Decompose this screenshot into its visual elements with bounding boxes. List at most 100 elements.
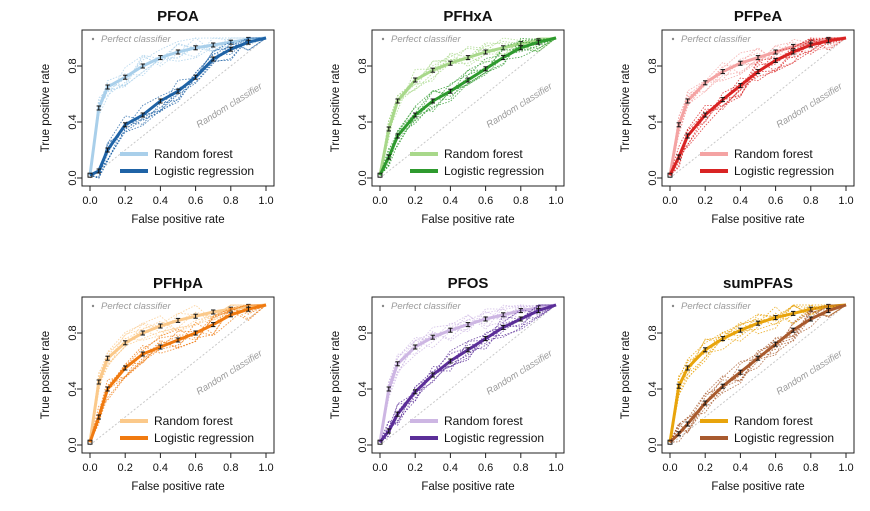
error-bar bbox=[395, 361, 400, 367]
mean-curve-random-forest bbox=[88, 36, 267, 176]
error-bar bbox=[773, 57, 778, 63]
fold-curve bbox=[379, 37, 557, 176]
x-tick-label: 0.2 bbox=[698, 462, 713, 474]
perfect-classifier-point bbox=[381, 304, 385, 308]
fold-curve bbox=[89, 304, 266, 443]
mean-curve-logistic-regression bbox=[668, 36, 847, 176]
error-bar bbox=[430, 334, 435, 340]
y-axis-label: True positive rate bbox=[330, 64, 342, 152]
y-axis-label: True positive rate bbox=[620, 331, 632, 419]
error-bar bbox=[395, 98, 400, 104]
fold-curve bbox=[379, 304, 557, 443]
y-tick-label: 0.8 bbox=[357, 325, 369, 340]
error-bar bbox=[703, 400, 708, 406]
y-axis-label: True positive rate bbox=[40, 331, 52, 419]
error-bar bbox=[448, 358, 453, 364]
error-bar bbox=[808, 42, 813, 48]
perfect-classifier-label: Perfect classifier bbox=[681, 34, 752, 45]
plot-frame bbox=[81, 29, 275, 187]
x-tick-label: 0.0 bbox=[372, 462, 387, 474]
error-bar bbox=[826, 308, 831, 314]
error-bar bbox=[140, 63, 145, 69]
error-bar bbox=[703, 112, 708, 118]
error-bar bbox=[105, 355, 110, 361]
x-tick-label: 0.8 bbox=[513, 195, 528, 207]
fold-curve bbox=[379, 37, 557, 176]
error-bar bbox=[140, 330, 145, 336]
error-bar bbox=[791, 49, 796, 55]
error-bar bbox=[685, 98, 690, 104]
fold-curve bbox=[669, 37, 847, 176]
fold-curve bbox=[89, 304, 267, 443]
random-classifier-label: Random classifier bbox=[775, 348, 846, 398]
fold-curve bbox=[669, 37, 847, 176]
legend-label: Random forest bbox=[444, 414, 523, 428]
fold-curve bbox=[669, 304, 847, 443]
legend-label: Logistic regression bbox=[444, 431, 544, 445]
x-tick-label: 0.0 bbox=[662, 462, 677, 474]
random-classifier-label: Random classifier bbox=[485, 81, 556, 131]
error-bar bbox=[501, 55, 506, 61]
fold-curve bbox=[669, 37, 846, 176]
error-bar bbox=[536, 308, 541, 314]
error-bar bbox=[430, 98, 435, 104]
error-bar bbox=[105, 147, 110, 153]
error-bar bbox=[720, 69, 725, 75]
fold-curve bbox=[669, 304, 847, 443]
error-bar bbox=[228, 312, 233, 318]
panel-pfoa: PFOA Perfect classifier Random classifier 0… bbox=[40, 8, 275, 226]
error-bar bbox=[703, 347, 708, 353]
x-tick-label: 0.8 bbox=[803, 462, 818, 474]
y-tick-label: 0.8 bbox=[67, 58, 79, 73]
x-tick-label: 0.4 bbox=[443, 195, 458, 207]
random-classifier-line bbox=[669, 304, 847, 446]
y-tick-label: 0.0 bbox=[647, 437, 659, 452]
x-tick-label: 0.8 bbox=[803, 195, 818, 207]
fold-curve bbox=[669, 304, 847, 443]
legend-label: Random forest bbox=[734, 147, 813, 161]
panel-title: sumPFAS bbox=[723, 275, 793, 292]
error-bar bbox=[465, 55, 471, 61]
panel-pfos: PFOS Perfect classifier Random classifier 0… bbox=[330, 275, 565, 493]
legend: Random forest Logistic regression bbox=[120, 414, 254, 445]
x-tick-label: 0.4 bbox=[153, 462, 168, 474]
fold-curve bbox=[669, 304, 847, 443]
x-tick-label: 1.0 bbox=[548, 195, 563, 207]
error-bar bbox=[386, 386, 391, 392]
x-axis-label: False positive rate bbox=[421, 481, 514, 493]
fold-curve bbox=[669, 37, 847, 176]
error-bar bbox=[123, 74, 128, 80]
fold-curve bbox=[669, 304, 846, 443]
x-tick-label: 0.0 bbox=[82, 462, 97, 474]
error-bar bbox=[465, 322, 471, 328]
error-bar bbox=[211, 42, 216, 48]
error-bar bbox=[96, 105, 101, 111]
fold-curve bbox=[379, 304, 556, 443]
x-axis-label: False positive rate bbox=[421, 214, 514, 226]
x-axis-label: False positive rate bbox=[131, 481, 224, 493]
error-bar bbox=[193, 74, 198, 80]
error-bar bbox=[791, 327, 796, 333]
random-classifier-line bbox=[89, 37, 267, 179]
y-tick-label: 0.0 bbox=[67, 437, 79, 452]
error-bar bbox=[738, 327, 743, 333]
y-tick-label: 0.4 bbox=[67, 381, 79, 396]
random-classifier-label: Random classifier bbox=[775, 81, 846, 131]
error-bar bbox=[720, 336, 725, 342]
error-bar bbox=[158, 344, 163, 350]
fold-curve bbox=[89, 37, 267, 176]
perfect-classifier-label: Perfect classifier bbox=[681, 301, 752, 312]
fold-curve bbox=[669, 37, 846, 176]
x-tick-label: 0.4 bbox=[153, 195, 168, 207]
fold-curve bbox=[669, 37, 847, 176]
legend: Random forest Logistic regression bbox=[700, 147, 834, 178]
error-bar bbox=[123, 340, 128, 346]
perfect-classifier-point bbox=[671, 37, 675, 41]
error-bar bbox=[755, 69, 761, 75]
mean-curve-logistic-regression bbox=[88, 303, 267, 443]
fold-curve bbox=[89, 37, 266, 176]
x-tick-label: 0.2 bbox=[408, 462, 423, 474]
error-bar bbox=[96, 414, 101, 420]
x-tick-label: 0.6 bbox=[478, 462, 493, 474]
perfect-classifier-point bbox=[381, 37, 385, 41]
